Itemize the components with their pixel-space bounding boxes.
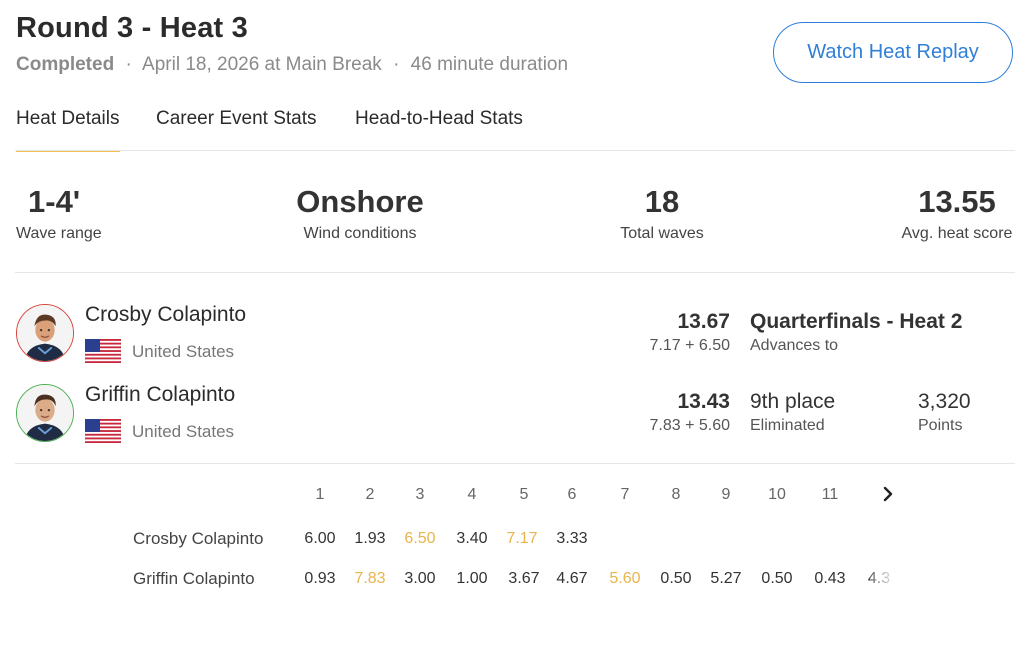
stat-wave-range: 1-4' Wave range xyxy=(16,183,102,243)
watch-replay-button[interactable]: Watch Heat Replay xyxy=(773,22,1013,83)
us-flag-icon xyxy=(85,419,121,443)
chevron-right-icon[interactable] xyxy=(877,482,899,506)
wave-score-counted: 7.83 xyxy=(354,570,386,587)
stat-label: Wave range xyxy=(16,225,102,242)
stat-value: 13.55 xyxy=(918,184,996,219)
wave-score: 0.93 xyxy=(304,570,336,587)
wave-score: 5.27 xyxy=(710,570,742,587)
stat-value: Onshore xyxy=(296,184,424,219)
tab-bar: Heat Details Career Event Stats Head-to-… xyxy=(16,106,1014,152)
wave-number: 6 xyxy=(567,486,577,503)
wave-score: 4.67 xyxy=(556,570,588,587)
wave-score: 3.40 xyxy=(456,530,488,547)
wave-number: 8 xyxy=(671,486,681,503)
divider xyxy=(15,272,1015,273)
heat-total: 13.67 xyxy=(677,310,730,333)
result-title[interactable]: Quarterfinals - Heat 2 xyxy=(750,310,963,333)
wave-score: 6.00 xyxy=(304,530,336,547)
wave-number: 9 xyxy=(721,486,731,503)
separator: · xyxy=(393,54,400,75)
tab-head-to-head-stats[interactable]: Head-to-Head Stats xyxy=(355,108,523,129)
wave-number: 7 xyxy=(620,486,630,503)
wave-score: 3.33 xyxy=(556,530,588,547)
divider xyxy=(15,463,1015,464)
stat-total-waves: 18 Total waves xyxy=(612,183,712,243)
points-value: 3,320 xyxy=(918,390,971,413)
surfer-name[interactable]: Crosby Colapinto xyxy=(85,303,247,326)
us-flag-icon xyxy=(85,339,121,363)
wave-number: 10 xyxy=(768,486,786,503)
wave-number: 3 xyxy=(415,486,425,503)
heat-date-location: April 18, 2026 at Main Break xyxy=(142,54,382,75)
result-subtitle: Advances to xyxy=(750,337,839,354)
wave-number: 1 xyxy=(315,486,325,503)
avatar xyxy=(16,384,74,442)
wave-number: 4 xyxy=(467,486,477,503)
wave-number: 11 xyxy=(821,486,839,503)
tab-heat-details[interactable]: Heat Details xyxy=(16,108,120,152)
avatar xyxy=(16,304,74,362)
wave-score: 0.50 xyxy=(761,570,793,587)
surfer-row[interactable]: Crosby Colapinto United States 13.67 7.1… xyxy=(0,300,1030,380)
stat-value: 18 xyxy=(644,184,680,219)
wave-number: 2 xyxy=(365,486,375,503)
score-breakdown: 7.17 + 6.50 xyxy=(649,337,730,354)
result-subtitle: Eliminated xyxy=(750,417,825,434)
wave-score: 1.00 xyxy=(456,570,488,587)
stat-wind: Onshore Wind conditions xyxy=(290,183,430,243)
surfer-country: United States xyxy=(132,422,235,441)
result-title: 9th place xyxy=(750,390,836,413)
wave-score-counted: 7.17 xyxy=(506,530,538,547)
stat-avg-score: 13.55 Avg. heat score xyxy=(894,183,1020,243)
stat-label: Avg. heat score xyxy=(901,225,1013,242)
separator: · xyxy=(125,54,132,75)
wave-score-counted: 5.60 xyxy=(609,570,641,587)
surfer-country: United States xyxy=(132,342,235,361)
heat-total: 13.43 xyxy=(677,390,730,413)
wave-score: 0.43 xyxy=(814,570,846,587)
wave-score: 3.67 xyxy=(508,570,540,587)
page-title: Round 3 - Heat 3 xyxy=(16,12,248,44)
surfer-name[interactable]: Griffin Colapinto xyxy=(85,383,236,406)
surfer-row[interactable]: Griffin Colapinto United States 13.43 7.… xyxy=(0,380,1030,460)
wave-score-counted: 6.50 xyxy=(404,530,436,547)
stat-label: Wind conditions xyxy=(303,225,417,242)
wave-score: 0.50 xyxy=(660,570,692,587)
score-breakdown: 7.83 + 5.60 xyxy=(649,417,730,434)
wave-number: 5 xyxy=(519,486,529,503)
wave-score: 1.93 xyxy=(354,530,386,547)
wave-row-name: Griffin Colapinto xyxy=(133,569,255,588)
divider xyxy=(15,150,1015,151)
tab-career-event-stats[interactable]: Career Event Stats xyxy=(156,108,317,129)
stat-value: 1-4' xyxy=(28,184,81,219)
heat-meta: Completed · April 18, 2026 at Main Break… xyxy=(16,54,568,76)
wave-row-name: Crosby Colapinto xyxy=(133,529,264,548)
stat-label: Total waves xyxy=(620,225,704,242)
wave-score: 3.00 xyxy=(404,570,436,587)
heat-duration: 46 minute duration xyxy=(410,54,569,75)
heat-status: Completed xyxy=(16,54,115,75)
points-label: Points xyxy=(918,417,963,434)
